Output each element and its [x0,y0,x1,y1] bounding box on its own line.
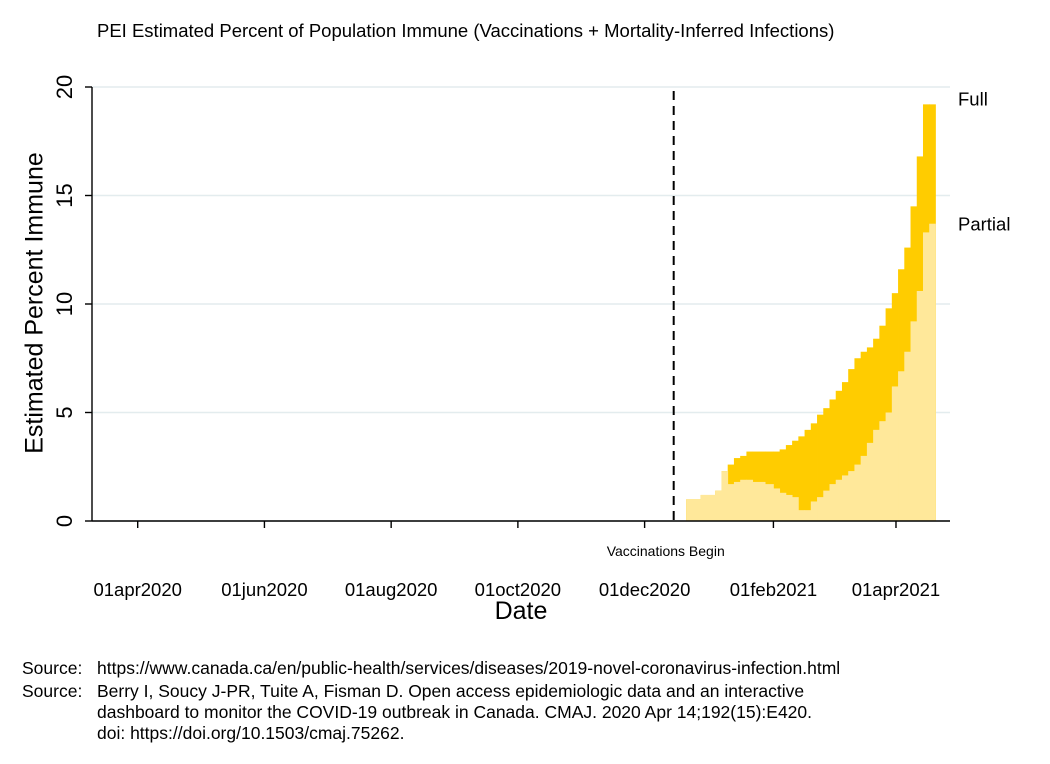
y-tick-label: 20 [52,75,77,99]
area-step-partial [727,484,735,521]
source-note-2: Source: Berry I, Soucy J-PR, Tuite A, Fis… [22,681,812,744]
area-step-partial [715,490,722,521]
area-step-partial [891,386,899,521]
source-prefix: Source: [22,658,83,678]
area-step-partial [804,510,812,521]
area-step-full [773,451,781,521]
area-step-full [817,414,824,521]
source-note-1: Source: https://www.canada.ca/en/public-h… [22,658,840,679]
area-step-full [792,440,799,521]
area-step-partial [835,479,843,521]
area-step-partial [700,494,716,521]
area-step-partial [686,499,702,521]
area-step-partial [765,484,774,521]
source-text: https://www.canada.ca/en/public-health/s… [97,658,841,678]
x-tick-label: 01aug2020 [345,579,438,600]
area-step-partial [785,494,793,521]
source-text: Berry I, Soucy J-PR, Tuite A, Fisman D. … [97,681,805,701]
area-step-partial [910,321,918,521]
area-step-partial [898,371,905,521]
area-step-partial [810,501,818,521]
area-step-partial [854,464,862,521]
area-step-full [798,436,805,521]
area-step-partial [916,290,924,521]
area-step-partial [740,479,747,521]
x-tick-label: 01apr2021 [852,579,940,600]
area-step-partial [866,442,874,521]
series-label-partial: Partial [958,214,1010,235]
area-step-partial [792,497,799,521]
area-step-partial [758,481,766,521]
chart-labels: Full Partial Vaccinations Begin 0 5 10 15 20 01a… [52,75,1010,600]
area-step-partial [879,421,886,521]
x-axis-label: Date [494,597,548,625]
series-label-full: Full [958,88,988,109]
area-step-partial [733,481,741,521]
area-step-partial [817,497,824,521]
area-step-partial [922,232,930,521]
area-step-partial [798,510,805,521]
area-step-full [860,351,868,521]
area-step-partial [779,492,787,521]
area-step-partial [929,223,936,521]
area-step-full [854,358,862,521]
source-prefix: Source: [22,681,83,701]
area-step-partial [752,481,760,521]
chart-areas [686,104,936,522]
area-step-full [866,347,874,521]
area-step-partial [848,471,855,521]
area-step-full [848,369,855,521]
x-tick-label: 01feb2021 [730,579,817,600]
area-step-partial [860,455,868,521]
area-step-full [829,399,837,521]
chart-axes [85,86,950,528]
chart-title: PEI Estimated Percent of Population Immu… [97,20,835,41]
area-step-partial [829,484,837,521]
area-step-partial [904,351,911,521]
area-step-full [823,408,830,521]
area-step-partial [873,429,880,521]
x-tick-label: 01dec2020 [599,579,691,600]
vaccination-start-label: Vaccinations Begin [607,543,725,559]
x-tick-label: 01apr2020 [93,579,181,600]
area-step-partial [721,471,729,521]
area-step-full [779,449,787,521]
area-step-partial [823,490,830,521]
area-step-full [804,429,812,521]
area-step-partial [773,488,781,521]
area-step-full [835,390,843,521]
x-tick-label: 01jun2020 [221,579,307,600]
source-text: dashboard to monitor the COVID-19 outbre… [97,702,813,722]
area-step-partial [746,479,754,521]
y-tick-label: 10 [52,292,77,316]
y-tick-label: 0 [52,515,77,527]
x-tick-label: 01oct2020 [475,579,561,600]
source-text: doi: https://doi.org/10.1503/cmaj.75262. [97,723,405,743]
area-step-full [841,382,849,521]
area-step-partial [885,412,893,521]
y-tick-label: 15 [52,183,77,207]
y-axis-label: Estimated Percent Immune [20,152,49,454]
area-step-full [810,423,818,521]
area-step-full [785,445,793,521]
y-tick-label: 5 [52,406,77,418]
area-step-partial [841,475,849,521]
